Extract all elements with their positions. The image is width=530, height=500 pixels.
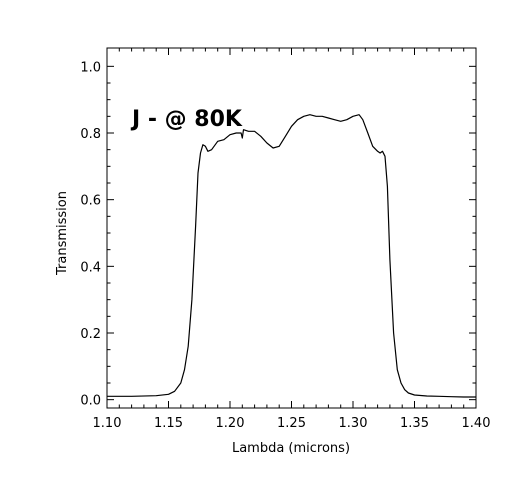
x-tick-label: 1.15: [154, 416, 183, 431]
x-tick-label: 1.35: [400, 416, 429, 431]
x-tick-label: 1.40: [462, 416, 491, 431]
y-axis-title: Transmission: [55, 191, 70, 276]
x-tick-label: 1.30: [339, 416, 368, 431]
y-tick-label: 0.4: [80, 260, 101, 275]
y-tick-label: 0.2: [80, 327, 101, 342]
x-tick-label: 1.10: [93, 416, 122, 431]
x-tick-label: 1.20: [216, 416, 245, 431]
chart-annotation: J - @ 80K: [130, 107, 243, 132]
x-axis-title: Lambda (microns): [232, 441, 350, 456]
x-tick-label: 1.25: [277, 416, 306, 431]
y-tick-label: 0.8: [80, 127, 101, 142]
transmission-curve: [107, 114, 476, 398]
y-tick-label: 0.6: [80, 194, 101, 209]
plot-frame: [106, 47, 477, 409]
y-tick-label: 0.0: [80, 394, 101, 409]
y-tick-label: 1.0: [80, 60, 101, 75]
